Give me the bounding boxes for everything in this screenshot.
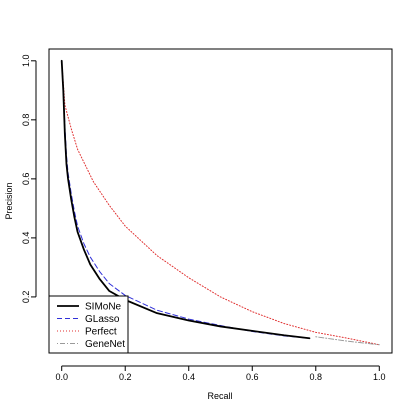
legend-label: GeneNet (85, 339, 125, 350)
series-line-simone (60, 59, 311, 340)
legend-label: SIMoNe (85, 302, 122, 313)
x-tick-label: 1.0 (373, 372, 386, 382)
y-axis: 0.2 0.4 0.6 0.8 1.0 (21, 55, 37, 304)
x-tick-label: 0.6 (246, 372, 259, 382)
x-tick-label: 0.2 (119, 372, 132, 382)
x-tick-label: 0.0 (55, 372, 68, 382)
x-axis-title: Recall (207, 391, 232, 401)
legend-label: GLasso (85, 314, 120, 325)
x-tick-label: 0.4 (182, 372, 195, 382)
y-tick-label: 0.4 (21, 232, 31, 245)
plot-frame (48, 48, 393, 354)
series-line-genenet (315, 336, 380, 346)
x-tick-label: 0.8 (310, 372, 323, 382)
series-layer (60, 59, 380, 346)
y-tick-label: 1.0 (21, 55, 31, 68)
x-axis: 0.0 0.2 0.4 0.6 0.8 1.0 (55, 365, 386, 382)
legend-label: Perfect (85, 327, 117, 338)
y-tick-label: 0.2 (21, 291, 31, 304)
series-line-perfect (61, 60, 380, 346)
y-tick-label: 0.6 (21, 173, 31, 186)
y-axis-title: Precision (4, 182, 14, 219)
y-tick-label: 0.8 (21, 114, 31, 127)
